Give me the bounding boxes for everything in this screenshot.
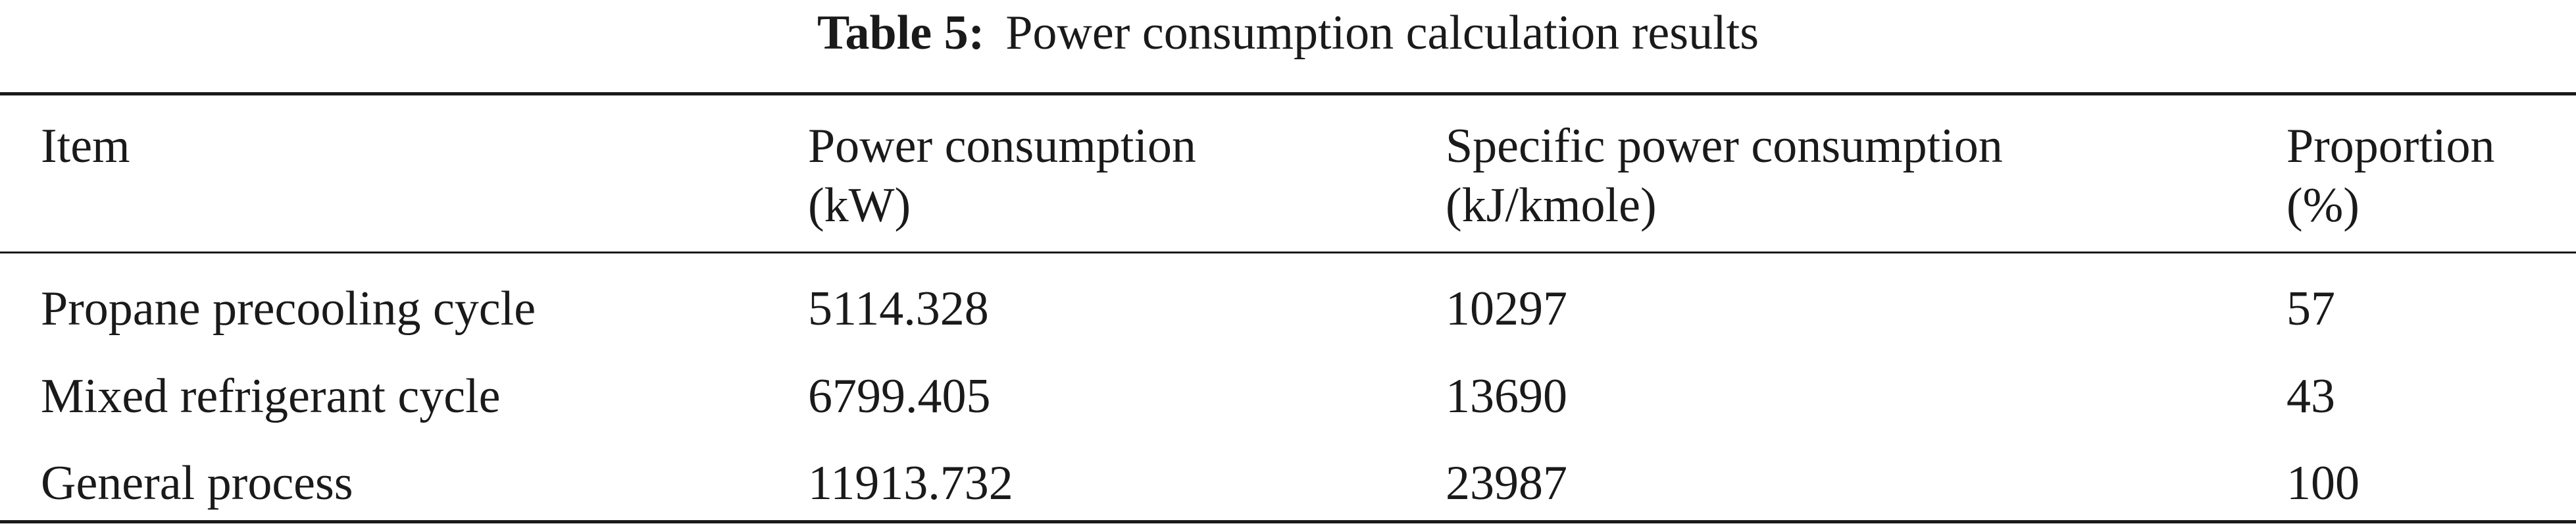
cell-proportion: 57: [2286, 282, 2335, 336]
cell-proportion: 43: [2286, 369, 2335, 423]
cell-item: Propane precooling cycle: [41, 282, 536, 336]
header-proportion: Proportion: [2286, 119, 2495, 173]
cell-proportion: 100: [2286, 456, 2360, 510]
header-proportion-unit: (%): [2286, 178, 2360, 232]
table-caption-text: Power consumption calculation results: [1005, 6, 1759, 60]
table-header-rule: [0, 252, 2576, 253]
table-top-rule: [0, 92, 2576, 95]
cell-power-consumption: 5114.328: [808, 282, 989, 336]
header-power-consumption: Power consumption: [808, 119, 1196, 173]
table-caption-label: Table 5:: [817, 6, 985, 60]
cell-specific-power-consumption: 13690: [1446, 369, 1567, 423]
header-item: Item: [41, 119, 130, 173]
cell-power-consumption: 6799.405: [808, 369, 991, 423]
cell-item: General process: [41, 456, 353, 510]
cell-power-consumption: 11913.732: [808, 456, 1013, 510]
header-power-consumption-unit: (kW): [808, 178, 911, 232]
cell-specific-power-consumption: 23987: [1446, 456, 1567, 510]
header-specific-power-consumption-unit: (kJ/kmole): [1446, 178, 1657, 232]
table-bottom-rule: [0, 520, 2576, 523]
table-caption: Table 5: Power consumption calculation re…: [0, 0, 2576, 66]
cell-specific-power-consumption: 10297: [1446, 282, 1567, 336]
header-specific-power-consumption: Specific power consumption: [1446, 119, 2003, 173]
cell-item: Mixed refrigerant cycle: [41, 369, 501, 423]
